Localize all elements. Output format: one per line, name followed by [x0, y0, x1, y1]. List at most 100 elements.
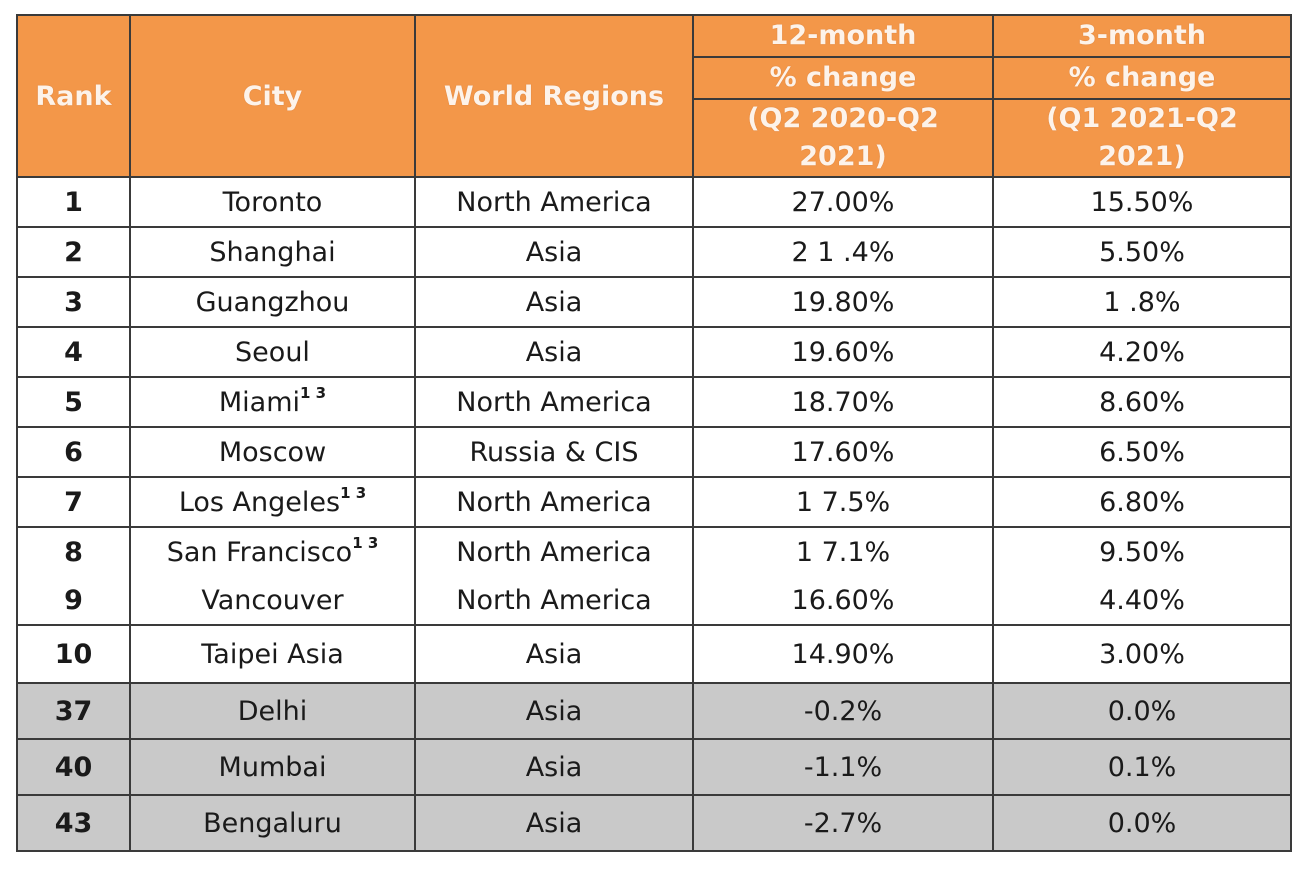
change-3-month-cell: 5.50% — [992, 226, 1292, 278]
city-name: Taipei Asia — [201, 638, 344, 670]
region-cell: North America — [414, 376, 694, 428]
change-12-month-cell: -1.1% — [692, 738, 994, 796]
change-12-month-cell: 17.60% — [692, 426, 994, 478]
table-row: 3 Guangzhou Asia 19.80% 1 .8% — [16, 276, 1292, 328]
city-cell: Bengaluru — [129, 794, 416, 852]
city-name: Seoul — [235, 336, 310, 368]
city-name: Miami — [218, 386, 301, 418]
city-name: Toronto — [222, 186, 323, 218]
header-rank: Rank — [16, 14, 131, 178]
header-12-month-line2: % change — [692, 56, 994, 100]
rank-cell: 40 — [16, 738, 131, 796]
region-cell: Asia — [414, 794, 694, 852]
table-row: 9 Vancouver North America 16.60% 4.40% — [16, 576, 1292, 626]
change-12-month-cell: 19.80% — [692, 276, 994, 328]
region-cell: Asia — [414, 682, 694, 740]
city-name: Shanghai — [209, 236, 336, 268]
region-cell: Asia — [414, 624, 694, 684]
rank-cell: 5 — [16, 376, 131, 428]
region-cell: North America — [414, 576, 694, 626]
header-world-regions: World Regions — [414, 14, 694, 178]
rank-cell: 4 — [16, 326, 131, 378]
table-row: 40 Mumbai Asia -1.1% 0.1% — [16, 738, 1292, 796]
table-body: 1 Toronto North America 27.00% 15.50% 2 Shangh… — [16, 176, 1292, 852]
change-12-month-cell: 19.60% — [692, 326, 994, 378]
city-name: Moscow — [218, 436, 327, 468]
table-row: 7 Los Angeles1 3 North America 1 7.5% 6.80% — [16, 476, 1292, 528]
city-cell: Toronto — [129, 176, 416, 228]
rank-cell: 37 — [16, 682, 131, 740]
table-row: 37 Delhi Asia -0.2% 0.0% — [16, 682, 1292, 740]
header-3-month-line1: 3-month — [992, 14, 1292, 58]
table-row: 2 Shanghai Asia 2 1 .4% 5.50% — [16, 226, 1292, 278]
rank-cell: 9 — [16, 576, 131, 626]
change-3-month-cell: 0.0% — [992, 794, 1292, 852]
city-name: Delhi — [237, 695, 308, 727]
rank-cell: 1 — [16, 176, 131, 228]
header-3-month-line2: % change — [992, 56, 1292, 100]
header-3-month-period-start: (Q1 2021-Q2 — [1046, 103, 1238, 134]
table-row: 43 Bengaluru Asia -2.7% 0.0% — [16, 794, 1292, 852]
region-cell: Asia — [414, 276, 694, 328]
change-3-month-cell: 0.1% — [992, 738, 1292, 796]
change-3-month-cell: 4.20% — [992, 326, 1292, 378]
table-header: Rank City World Regions 12-month 3-month… — [16, 14, 1292, 178]
change-12-month-cell: -2.7% — [692, 794, 994, 852]
header-12-month-period: (Q2 2020-Q2 2021) — [692, 98, 994, 178]
change-3-month-cell: 8.60% — [992, 376, 1292, 428]
rank-cell: 7 — [16, 476, 131, 528]
table-row: 10 Taipei Asia Asia 14.90% 3.00% — [16, 624, 1292, 684]
footnote-marker: 1 3 — [352, 533, 379, 552]
city-cell: Vancouver — [129, 576, 416, 626]
region-cell: North America — [414, 526, 694, 576]
change-3-month-cell: 9.50% — [992, 526, 1292, 576]
table-row: 8 San Francisco1 3 North America 1 7.1% 9.50… — [16, 526, 1292, 576]
rank-cell: 43 — [16, 794, 131, 852]
region-cell: North America — [414, 176, 694, 228]
footnote-marker: 1 3 — [340, 483, 367, 502]
city-cell: Moscow — [129, 426, 416, 478]
rank-cell: 8 — [16, 526, 131, 576]
change-12-month-cell: 1 7.5% — [692, 476, 994, 528]
header-12-month-line1: 12-month — [692, 14, 994, 58]
header-3-month-period: (Q1 2021-Q2 2021) — [992, 98, 1292, 178]
city-cell: Guangzhou — [129, 276, 416, 328]
region-cell: Russia & CIS — [414, 426, 694, 478]
city-cell: Mumbai — [129, 738, 416, 796]
change-12-month-cell: 27.00% — [692, 176, 994, 228]
change-3-month-cell: 15.50% — [992, 176, 1292, 228]
city-cell: Delhi — [129, 682, 416, 740]
rank-cell: 3 — [16, 276, 131, 328]
change-12-month-cell: 18.70% — [692, 376, 994, 428]
change-3-month-cell: 1 .8% — [992, 276, 1292, 328]
region-cell: Asia — [414, 226, 694, 278]
header-12-month-period-start: (Q2 2020-Q2 — [747, 103, 939, 134]
city-name: San Francisco — [166, 536, 353, 568]
table-row: 5 Miami1 3 North America 18.70% 8.60% — [16, 376, 1292, 428]
city-cell: Miami1 3 — [129, 376, 416, 428]
city-name: Vancouver — [201, 584, 344, 616]
change-12-month-cell: 2 1 .4% — [692, 226, 994, 278]
city-cell: Los Angeles1 3 — [129, 476, 416, 528]
change-3-month-cell: 6.80% — [992, 476, 1292, 528]
city-name: Los Angeles — [178, 486, 341, 518]
city-price-change-table: Rank City World Regions 12-month 3-month… — [16, 14, 1292, 852]
footnote-marker: 1 3 — [300, 383, 327, 402]
table-row: 6 Moscow Russia & CIS 17.60% 6.50% — [16, 426, 1292, 478]
city-name: Bengaluru — [203, 807, 342, 839]
table-row: 4 Seoul Asia 19.60% 4.20% — [16, 326, 1292, 378]
region-cell: Asia — [414, 326, 694, 378]
region-cell: North America — [414, 476, 694, 528]
city-name: Guangzhou — [195, 286, 350, 318]
change-12-month-cell: 16.60% — [692, 576, 994, 626]
rank-cell: 6 — [16, 426, 131, 478]
city-cell: Seoul — [129, 326, 416, 378]
city-name: Mumbai — [218, 751, 327, 783]
change-12-month-cell: 14.90% — [692, 624, 994, 684]
header-city: City — [129, 14, 416, 178]
change-3-month-cell: 4.40% — [992, 576, 1292, 626]
change-3-month-cell: 0.0% — [992, 682, 1292, 740]
header-3-month-period-end: 2021) — [1098, 141, 1186, 172]
change-3-month-cell: 6.50% — [992, 426, 1292, 478]
table-row: 1 Toronto North America 27.00% 15.50% — [16, 176, 1292, 228]
